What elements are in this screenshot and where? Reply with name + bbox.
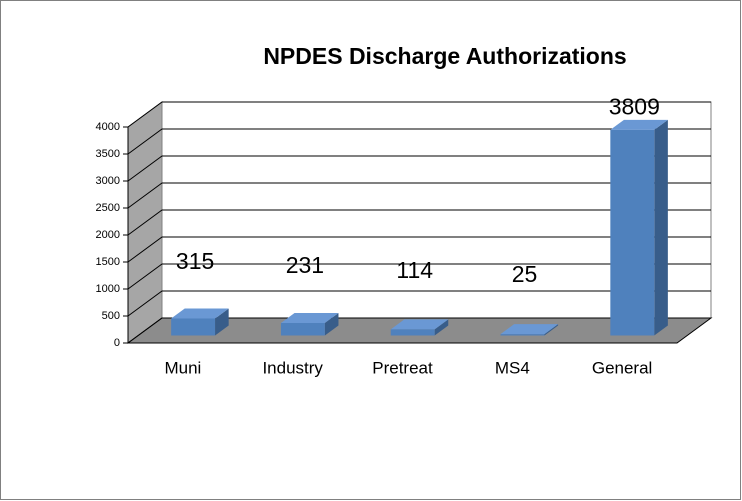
value-label: 231 [286, 252, 324, 278]
bar-top [500, 324, 559, 335]
grid-line [127, 290, 711, 317]
y-tick-label: 1000 [96, 283, 120, 295]
bar-side [215, 308, 229, 336]
grid-line [127, 128, 711, 155]
bar [390, 329, 435, 336]
bar [171, 318, 216, 336]
bar-top [171, 308, 229, 319]
chart-title: NPDES Discharge Authorizations [263, 43, 626, 69]
grid-line [127, 236, 711, 263]
bar-top [390, 319, 449, 330]
y-tick-label: 4000 [96, 121, 120, 133]
grid-line [127, 263, 711, 290]
x-tick-label: General [592, 358, 652, 377]
value-label: 25 [512, 261, 538, 287]
value-label: 114 [396, 257, 433, 283]
bar-top [280, 313, 339, 324]
bar [280, 323, 325, 336]
grid-line [127, 101, 711, 128]
value-label: 315 [176, 248, 214, 274]
x-tick-label: Industry [262, 358, 323, 377]
y-tick-label: 2000 [96, 229, 120, 241]
y-tick-label: 0 [114, 337, 120, 349]
y-tick-label: 2500 [96, 202, 120, 214]
bar-side [654, 119, 668, 336]
bar [610, 129, 655, 336]
bar [500, 334, 545, 336]
bar-top [610, 119, 668, 130]
x-tick-label: MS4 [495, 358, 530, 377]
grid-line [127, 155, 711, 182]
x-tick-label: Pretreat [372, 358, 433, 377]
x-tick-label: Muni [164, 358, 201, 377]
grid-line [127, 317, 711, 344]
bar-side [434, 319, 449, 336]
grid-line [127, 209, 711, 236]
bar-side [324, 313, 339, 336]
value-label: 3809 [609, 94, 660, 120]
bar-side [544, 324, 559, 336]
y-tick-label: 500 [102, 310, 120, 322]
y-tick-label: 1500 [96, 256, 120, 268]
grid-line [127, 182, 711, 209]
y-tick-label: 3500 [96, 148, 120, 160]
y-tick-label: 3000 [96, 175, 120, 187]
